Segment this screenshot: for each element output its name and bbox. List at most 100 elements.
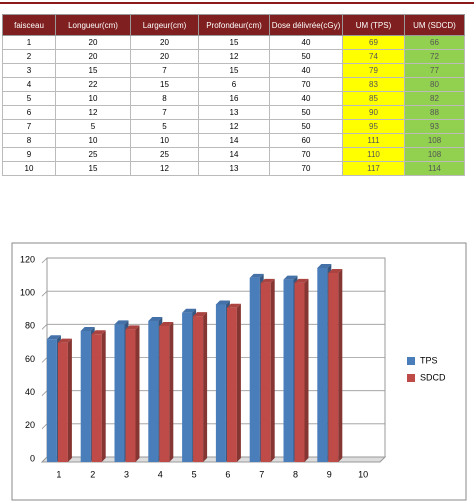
table-cell: 72: [404, 49, 465, 64]
x-tick-label: 2: [90, 469, 95, 479]
table-cell: 117: [342, 161, 405, 176]
table-cell: 88: [404, 105, 465, 120]
bar-front: [125, 329, 136, 462]
bar-top: [57, 338, 72, 343]
bar: [193, 312, 208, 462]
y-tick-label: 40: [25, 387, 35, 397]
table-row: 5 10 8 16 40 85 82: [2, 91, 465, 106]
table-cell: 85: [342, 91, 405, 106]
legend-swatch: [407, 374, 415, 382]
bar-top: [249, 273, 264, 278]
y-tick-label: 80: [25, 321, 35, 331]
bar-front: [260, 282, 271, 462]
bar-front: [182, 312, 193, 462]
data-table: faisceau Longueur(cm) Largeur(cm) Profondeu…: [2, 14, 465, 176]
x-tick-label: 7: [259, 469, 264, 479]
bar-top: [46, 335, 61, 340]
bar-side: [270, 278, 275, 462]
bar-front: [283, 279, 294, 462]
bar-front: [114, 324, 125, 462]
bar: [91, 330, 106, 462]
bar-side: [203, 312, 208, 462]
bar-side: [101, 330, 106, 462]
x-tick-label: 1: [56, 469, 61, 479]
y-tick-label: 120: [20, 254, 35, 264]
y-tick-label: 100: [20, 288, 35, 298]
bar-front: [249, 277, 260, 462]
bar-side: [169, 322, 174, 462]
table-cell: 80: [404, 77, 465, 92]
table-cell: 82: [404, 91, 465, 106]
bar-front: [91, 334, 102, 462]
bar-front: [193, 316, 204, 462]
table-row: 3 15 7 15 40 79 77: [2, 63, 465, 78]
bar-top: [260, 278, 275, 283]
legend-swatch: [407, 357, 415, 365]
bar-top: [226, 303, 241, 308]
bar-side: [135, 325, 140, 462]
bar-top: [125, 325, 140, 330]
table-cell: 93: [404, 119, 465, 134]
table-cell: 74: [342, 49, 405, 64]
bar: [294, 278, 309, 462]
bar-top: [148, 317, 163, 322]
bar-top: [182, 308, 197, 313]
header-cell: UM (TPS): [342, 14, 405, 36]
table-cell: 69: [342, 35, 405, 50]
bar: [159, 322, 174, 462]
bar-front: [226, 307, 237, 462]
x-tick-label: 6: [225, 469, 230, 479]
bar-top: [317, 263, 332, 268]
grid-line: [41, 257, 385, 264]
table-cell: 77: [404, 63, 465, 78]
bar-front: [159, 326, 170, 462]
bar-top: [114, 320, 129, 325]
bar-top: [294, 278, 309, 283]
table-cell: 110: [342, 147, 405, 162]
table-cell: 79: [342, 63, 405, 78]
bar-front: [80, 330, 91, 462]
bar-front: [294, 282, 305, 462]
bar-side: [67, 338, 72, 462]
bar-top: [91, 330, 106, 335]
y-tick-label: 20: [25, 420, 35, 430]
bar: [328, 268, 343, 462]
bar-top: [283, 275, 298, 280]
table-row: 2 20 20 12 50 74 72: [2, 49, 465, 64]
bar-front: [148, 321, 159, 462]
table-body: 1 20 20 15 40 69 66 2 20 20 12 50 74 72 3 15 7 15 40 79 77 4 2…: [2, 35, 465, 176]
bar: [226, 303, 241, 462]
header-cell: Longueur(cm): [55, 14, 131, 36]
table-cell: 13: [198, 161, 270, 176]
table-row: 8 10 10 14 60 111 108: [2, 133, 465, 148]
x-tick-label: 9: [327, 469, 332, 479]
bar-side: [338, 268, 343, 462]
x-tick-label: 5: [192, 469, 197, 479]
bar-front: [328, 272, 339, 462]
bar-front: [46, 339, 57, 462]
x-tick-label: 8: [293, 469, 298, 479]
table-cell: 114: [404, 161, 465, 176]
bar: [57, 338, 72, 462]
bar-top: [215, 300, 230, 305]
bar-side: [304, 278, 309, 462]
table-cell: 70: [269, 161, 343, 176]
header-cell: faisceau: [2, 14, 56, 36]
table-row: 6 12 7 13 50 90 88: [2, 105, 465, 120]
bar: [125, 325, 140, 462]
bar-top: [159, 322, 174, 327]
header-cell: UM (SDCD): [404, 14, 465, 36]
x-tick-label: 10: [358, 469, 368, 479]
x-tick-label: 3: [124, 469, 129, 479]
table-row: 10 15 12 13 70 117 114: [2, 161, 465, 176]
table-cell: 111: [342, 133, 405, 148]
table-cell: 15: [55, 161, 131, 176]
bar-top: [328, 268, 343, 273]
bar-front: [57, 342, 68, 462]
bar: [260, 278, 275, 462]
y-tick-label: 60: [25, 354, 35, 364]
table-row: 7 5 5 12 50 95 93: [2, 119, 465, 134]
table-row: 1 20 20 15 40 69 66: [2, 35, 465, 50]
